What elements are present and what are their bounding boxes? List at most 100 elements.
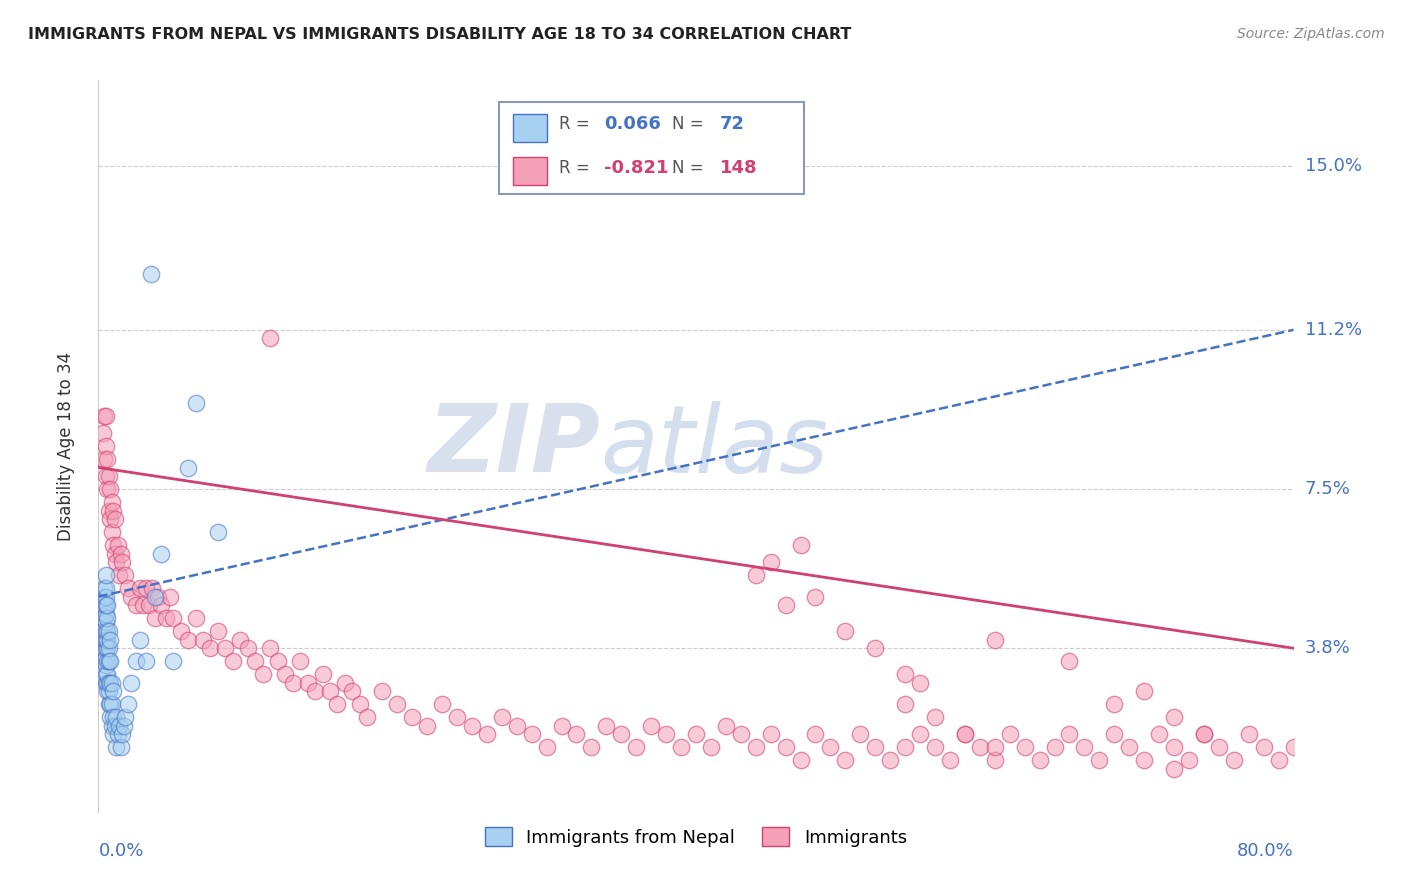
Text: N =: N = [672,159,709,177]
Text: IMMIGRANTS FROM NEPAL VS IMMIGRANTS DISABILITY AGE 18 TO 34 CORRELATION CHART: IMMIGRANTS FROM NEPAL VS IMMIGRANTS DISA… [28,27,852,42]
Point [745,740,768,755]
Point [685,727,707,741]
Point [93,632,115,647]
Point [1163,762,1185,776]
Point [865,641,887,656]
Point [120,675,142,690]
Point [103,684,125,698]
Point [103,538,125,552]
Point [111,727,134,741]
Point [775,598,797,612]
Point [135,581,157,595]
Point [98,482,122,496]
Point [1192,727,1215,741]
Point [536,740,558,755]
Point [101,697,124,711]
Point [461,719,484,733]
Legend: Immigrants from Nepal, Immigrants: Immigrants from Nepal, Immigrants [478,820,914,854]
Point [94,632,117,647]
Point [401,710,423,724]
Point [759,727,782,741]
Point [745,568,768,582]
Point [222,654,245,668]
Point [94,641,117,656]
Point [356,710,378,724]
Point [1237,727,1260,741]
Point [110,547,132,561]
Point [104,547,127,561]
Point [908,727,931,741]
Point [94,667,117,681]
Point [139,267,162,281]
Point [984,740,1007,755]
Point [94,658,117,673]
Point [789,753,811,767]
Point [349,697,371,711]
Point [94,615,117,630]
Point [304,684,326,698]
Point [93,654,115,668]
Point [804,590,827,604]
Point [129,581,152,595]
Point [252,667,274,681]
Point [105,555,128,569]
Point [894,740,917,755]
Point [191,632,214,647]
Point [103,710,125,724]
Point [111,555,134,569]
Point [759,555,782,569]
Point [132,598,155,612]
Text: atlas: atlas [600,401,828,491]
Point [117,581,139,595]
Text: 3.8%: 3.8% [1305,640,1350,657]
Point [98,675,122,690]
Point [94,590,117,604]
Point [1163,710,1185,724]
Point [91,611,114,625]
Point [103,727,125,741]
Point [475,727,498,741]
Point [169,624,191,638]
Point [984,753,1007,767]
Point [865,740,887,755]
Point [94,409,117,423]
Point [96,654,118,668]
Point [141,581,163,595]
Point [595,719,617,733]
Point [112,719,135,733]
Point [96,641,118,656]
Point [155,611,177,625]
Point [1014,740,1036,755]
Point [97,624,120,638]
Point [924,710,946,724]
Point [1059,727,1081,741]
Point [97,697,120,711]
Text: 72: 72 [720,115,745,133]
Point [162,654,184,668]
Point [143,611,166,625]
Point [93,590,115,604]
Point [1073,740,1095,755]
Point [288,654,311,668]
Point [342,684,364,698]
Point [1088,753,1111,767]
Point [96,667,118,681]
Point [125,654,148,668]
Point [93,624,115,638]
Point [984,632,1007,647]
Point [1118,740,1140,755]
Point [775,740,797,755]
Point [714,719,737,733]
Point [91,598,114,612]
Text: 11.2%: 11.2% [1305,321,1362,339]
Point [96,684,118,698]
Point [1104,697,1126,711]
Point [1133,753,1156,767]
Point [104,719,127,733]
Point [939,753,962,767]
Point [214,641,236,656]
Point [94,649,117,664]
Point [97,641,120,656]
Point [184,611,207,625]
Point [94,598,117,612]
